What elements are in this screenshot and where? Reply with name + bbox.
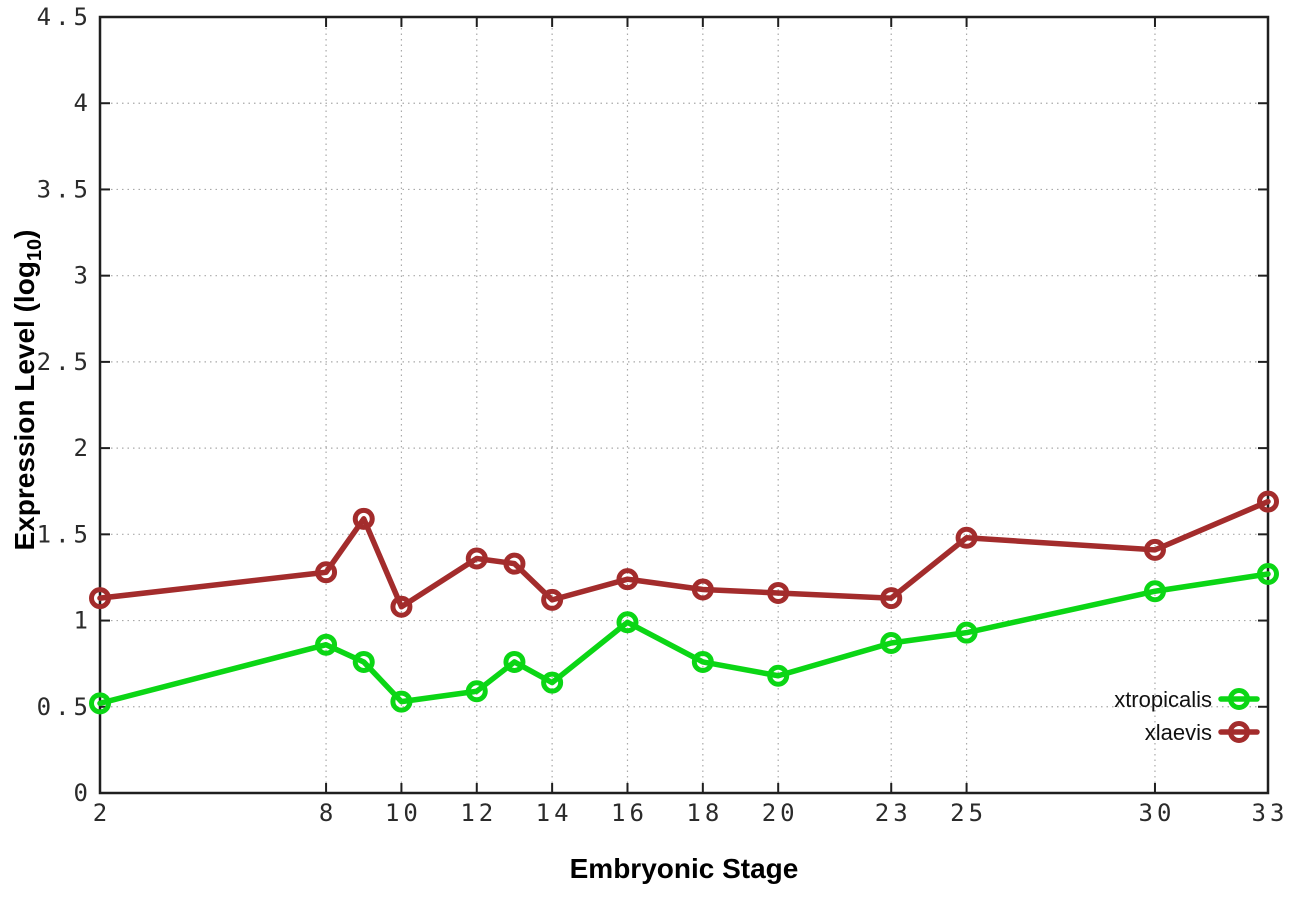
- data-point-xtropicalis-stage-2: [89, 692, 111, 715]
- data-point-xlaevis-stage-10: [390, 595, 413, 618]
- x-tick-label: 16: [611, 799, 648, 827]
- data-point-xtropicalis-stage-10: [390, 690, 413, 713]
- x-tick-label: 30: [1139, 799, 1176, 827]
- x-tick-label: 2: [93, 799, 111, 827]
- y-tick-label: 2: [74, 434, 92, 462]
- data-point-xlaevis-stage-23: [880, 587, 903, 610]
- y-tick-label: 3.5: [37, 175, 92, 203]
- y-tick-label: 2.5: [37, 348, 92, 376]
- data-point-xtropicalis-stage-8: [315, 633, 338, 656]
- x-tick-label: 23: [875, 799, 912, 827]
- y-axis-title: Expression Level (log10): [9, 230, 46, 551]
- axis-tick-labels: 2 8 10 12 14 16 18 20 23 25 30 33 0 0.5 1 1.5 2 2.5 3 3.5 4 4…: [37, 3, 1289, 827]
- data-point-xlaevis-stage-25: [955, 526, 978, 549]
- gridlines: [100, 17, 1268, 793]
- data-point-xtropicalis-stage-16: [616, 611, 639, 634]
- data-point-xlaevis-stage-2: [89, 587, 111, 610]
- x-tick-label: 14: [536, 799, 573, 827]
- legend-label-xlaevis: xlaevis: [1145, 720, 1212, 745]
- legend-sample-xlaevis: [1218, 721, 1260, 743]
- x-axis-title: Embryonic Stage: [570, 853, 799, 884]
- x-tick-label: 10: [385, 799, 422, 827]
- data-point-xlaevis-stage-33: [1257, 490, 1279, 513]
- data-point-xlaevis-stage-13: [503, 552, 526, 575]
- y-tick-label: 4: [74, 89, 92, 117]
- series-line-xlaevis: [97, 498, 1271, 610]
- plot-border-rect: [98, 15, 1270, 795]
- data-point-xtropicalis-stage-20: [767, 664, 790, 687]
- data-point-xlaevis-stage-12: [465, 547, 488, 570]
- data-point-xlaevis-stage-9: [352, 507, 375, 530]
- data-point-xlaevis-stage-18: [691, 578, 714, 601]
- y-tick-label: 4.5: [37, 3, 92, 31]
- data-point-xtropicalis-stage-9: [352, 650, 375, 673]
- y-tick-label: 1.5: [37, 520, 92, 548]
- data-point-xtropicalis-stage-25: [955, 621, 978, 644]
- data-point-xtropicalis-stage-14: [541, 671, 564, 694]
- legend-sample-marker: [1228, 688, 1250, 710]
- legend-sample-xtropicalis: [1218, 688, 1260, 710]
- y-axis-title-subscript: 10: [24, 239, 46, 261]
- data-point-xtropicalis-stage-30: [1143, 580, 1166, 603]
- x-tick-label: 18: [686, 799, 723, 827]
- y-tick-label: 1: [74, 607, 92, 635]
- data-point-xlaevis-stage-20: [767, 581, 790, 604]
- data-point-xtropicalis-stage-12: [465, 680, 488, 703]
- x-tick-label: 20: [762, 799, 799, 827]
- data-point-xtropicalis-stage-23: [880, 631, 903, 654]
- series-xtropicalis: [89, 562, 1279, 715]
- y-tick-label: 0: [74, 779, 92, 807]
- series-line-xtropicalis: [97, 571, 1271, 707]
- x-tick-label: 8: [319, 799, 337, 827]
- x-tick-label: 33: [1252, 799, 1289, 827]
- legend-sample-marker: [1228, 721, 1250, 743]
- x-tick-label: 12: [460, 799, 497, 827]
- y-axis-title-suffix: ): [9, 230, 40, 239]
- legend: xtropicalis xlaevis: [1114, 687, 1260, 745]
- data-point-xlaevis-stage-8: [315, 561, 338, 584]
- data-point-xtropicalis-stage-33: [1257, 562, 1279, 585]
- y-tick-label: 0.5: [37, 693, 92, 721]
- axis-ticks: [99, 16, 1269, 794]
- data-point-xlaevis-stage-30: [1143, 538, 1166, 561]
- x-tick-label: 25: [950, 799, 987, 827]
- y-tick-label: 3: [74, 262, 92, 290]
- series-xlaevis: [89, 490, 1279, 618]
- plot-border: [98, 15, 1270, 795]
- data-point-xlaevis-stage-14: [541, 588, 564, 611]
- legend-label-xtropicalis: xtropicalis: [1114, 687, 1212, 712]
- data-point-xlaevis-stage-16: [616, 568, 639, 591]
- data-point-xtropicalis-stage-18: [691, 650, 714, 673]
- y-axis-title-main: Expression Level (log: [9, 261, 40, 550]
- data-point-xtropicalis-stage-13: [503, 650, 526, 673]
- data-series: [89, 490, 1279, 715]
